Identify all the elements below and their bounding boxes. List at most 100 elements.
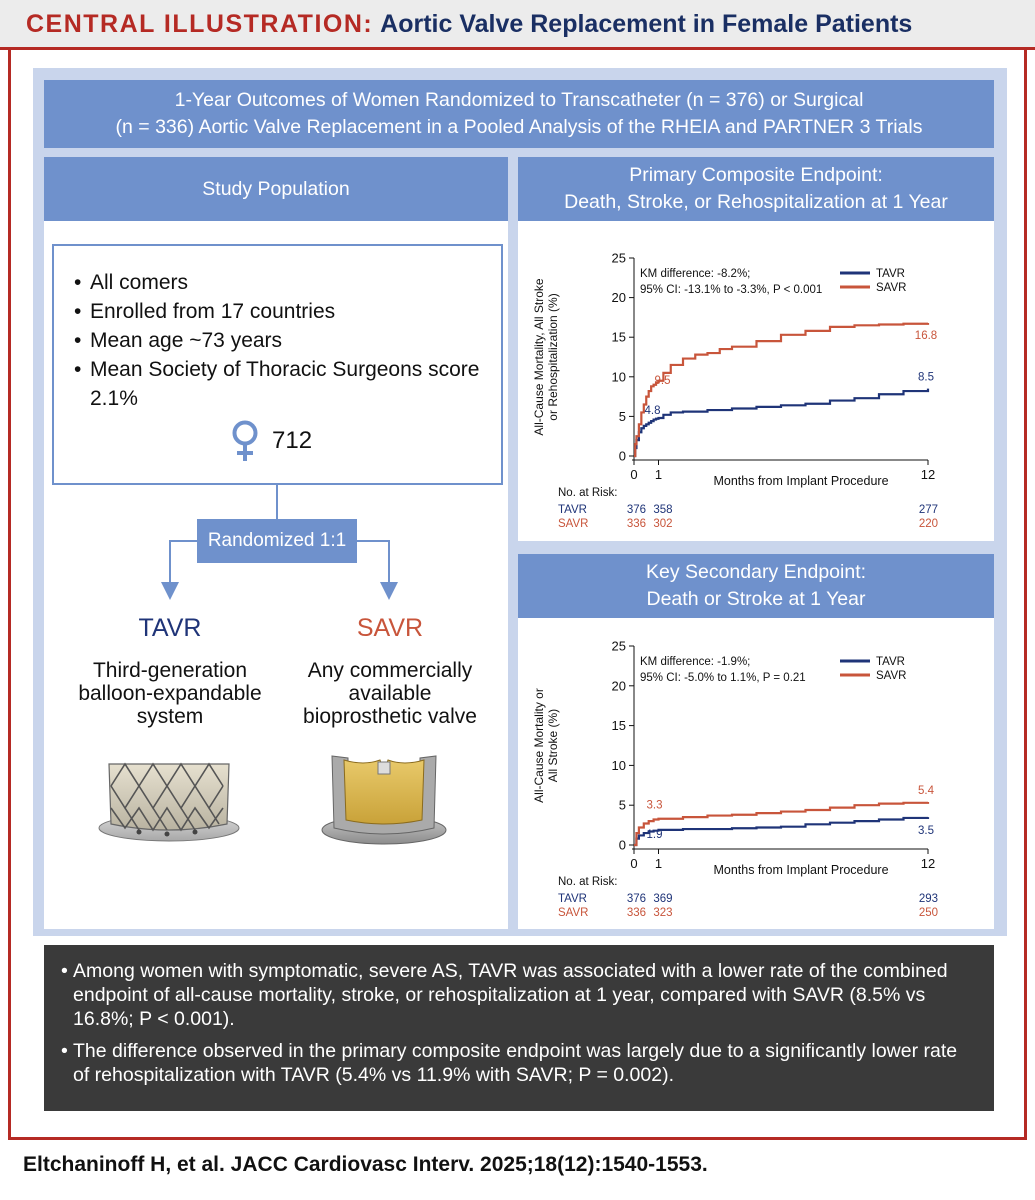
data-label-tavr-1m: 1.9 — [647, 829, 663, 841]
risk-count-0: 376 — [627, 893, 646, 905]
data-label-tavr-12m: 3.5 — [918, 825, 934, 837]
data-label-tavr-12m: 8.5 — [918, 372, 934, 384]
arm-desc-line: Third-generation — [92, 659, 248, 682]
risk-count-12: 220 — [919, 518, 938, 530]
arm-desc-savr: Any commercially available bioprosthetic… — [288, 659, 492, 728]
female-symbol-icon — [232, 420, 258, 461]
conclusions-list: Among women with symptomatic, severe AS,… — [61, 959, 974, 1087]
arm-desc-tavr: Third-generation balloon-expandable syst… — [70, 659, 270, 728]
risk-count-1: 302 — [653, 518, 672, 530]
y-tick-label: 20 — [612, 678, 626, 693]
secondary-chart-panel — [518, 618, 994, 929]
risk-arm: SAVR — [558, 518, 588, 530]
top-banner-line2: (n = 336) Aortic Valve Replacement in a … — [115, 116, 923, 138]
y-tick-label: 0 — [619, 449, 626, 464]
header-text: CENTRAL ILLUSTRATION: Aortic Valve Repla… — [26, 10, 912, 39]
header-title: Aortic Valve Replacement in Female Patie… — [380, 10, 913, 38]
series-line-savr — [634, 801, 930, 847]
risk-table-heading: No. at Risk: — [558, 876, 617, 888]
risk-table-heading: No. at Risk: — [558, 487, 617, 499]
y-axis-label: All-Cause Mortality, All Stroke — [532, 278, 546, 435]
x-tick-label: 12 — [921, 467, 935, 482]
x-tick-label: 0 — [630, 467, 637, 482]
risk-arm: SAVR — [558, 907, 588, 919]
randomized-box: Randomized 1:1 — [197, 519, 357, 563]
series-line-tavr — [634, 816, 930, 847]
enrollment-number: 712 — [272, 427, 313, 454]
population-bullet: Mean age ~73 years — [74, 326, 501, 355]
x-tick-label: 12 — [921, 856, 935, 871]
arm-name-tavr: TAVR — [138, 614, 202, 642]
risk-arm: TAVR — [558, 504, 587, 516]
conclusion-item: The difference observed in the primary c… — [61, 1039, 974, 1087]
data-label-savr-1m: 3.3 — [647, 800, 663, 812]
arm-desc-line: Any commercially — [307, 659, 473, 682]
risk-count-12: 293 — [919, 893, 938, 905]
risk-count-0: 376 — [627, 504, 646, 516]
x-axis-label: Months from Implant Procedure — [713, 474, 888, 488]
population-bullet: All comers — [74, 268, 501, 297]
risk-arm: TAVR — [558, 893, 587, 905]
flow-connector — [169, 540, 171, 583]
primary-chart-panel — [518, 221, 994, 541]
y-tick-label: 10 — [612, 369, 626, 384]
data-label-tavr-1m: 4.8 — [645, 405, 661, 417]
risk-count-0: 336 — [627, 907, 646, 919]
secondary-title-line2: Death or Stroke at 1 Year — [646, 588, 866, 610]
primary-endpoint-heading: Primary Composite Endpoint: Death, Strok… — [518, 157, 994, 221]
x-tick-label: 1 — [655, 467, 662, 482]
y-tick-label: 10 — [612, 758, 626, 773]
km-annotation: 95% CI: -13.1% to -3.3%, P < 0.001 — [640, 284, 822, 296]
transcatheter-valve-icon — [98, 762, 240, 842]
illustration-header: CENTRAL ILLUSTRATION: Aortic Valve Repla… — [0, 0, 1035, 50]
population-bullet: Enrolled from 17 countries — [74, 297, 501, 326]
population-bullet: Mean Society of Thoracic Surgeons score … — [74, 355, 501, 413]
top-banner: 1-Year Outcomes of Women Randomized to T… — [44, 80, 994, 148]
secondary-endpoint-heading: Key Secondary Endpoint: Death or Stroke … — [518, 554, 994, 618]
y-tick-label: 0 — [619, 838, 626, 853]
risk-count-12: 277 — [919, 504, 938, 516]
citation: Eltchaninoff H, et al. JACC Cardiovasc I… — [23, 1153, 708, 1176]
primary-title-line2: Death, Stroke, or Rehospitalization at 1… — [564, 191, 948, 213]
y-tick-label: 5 — [619, 798, 626, 813]
x-axis-label: Months from Implant Procedure — [713, 863, 888, 877]
primary-endpoint-chart: 0 5 10 15 20 25 0 1 12 Months from Implant Proced… — [532, 251, 938, 531]
y-tick-label: 20 — [612, 290, 626, 305]
km-annotation: 95% CI: -5.0% to 1.1%, P = 0.21 — [640, 672, 806, 684]
arm-desc-line: available — [348, 682, 432, 705]
outer-frame — [8, 48, 1027, 1140]
surgical-valve-icon — [321, 755, 447, 845]
flow-connector — [170, 540, 197, 542]
primary-title-line1: Primary Composite Endpoint: — [629, 164, 883, 186]
risk-count-1: 323 — [653, 907, 672, 919]
data-label-savr-12m: 5.4 — [918, 785, 935, 797]
km-annotation: KM difference: -1.9%; — [640, 656, 750, 668]
conclusion-item: Among women with symptomatic, severe AS,… — [61, 959, 974, 1031]
y-axis-label: All-Cause Mortality or — [532, 688, 546, 803]
y-tick-label: 5 — [619, 409, 626, 424]
data-label-savr-1m: 9.5 — [655, 375, 671, 387]
conclusions-box: Among women with symptomatic, severe AS,… — [44, 945, 994, 1111]
y-tick-label: 15 — [612, 718, 626, 733]
legend-label-savr: SAVR — [876, 282, 906, 294]
y-tick-label: 25 — [612, 251, 626, 266]
population-bullets: All comers Enrolled from 17 countries Me… — [74, 268, 501, 413]
population-box: All comers Enrolled from 17 countries Me… — [52, 244, 503, 485]
y-tick-label: 25 — [612, 639, 626, 654]
arm-name-savr: SAVR — [356, 614, 424, 642]
risk-count-12: 250 — [919, 907, 938, 919]
km-annotation: KM difference: -8.2%; — [640, 268, 750, 280]
risk-count-1: 358 — [653, 504, 672, 516]
study-population-title: Study Population — [202, 177, 350, 200]
risk-count-1: 369 — [653, 893, 672, 905]
arrow-down-icon — [380, 582, 398, 600]
series-line-tavr — [634, 388, 930, 458]
flow-connector — [276, 485, 278, 519]
secondary-title-line1: Key Secondary Endpoint: — [645, 561, 867, 583]
legend-label-tavr: TAVR — [876, 268, 905, 280]
x-tick-label: 1 — [655, 856, 662, 871]
x-tick-label: 0 — [630, 856, 637, 871]
arm-desc-line: bioprosthetic valve — [303, 705, 477, 728]
legend-label-tavr: TAVR — [876, 656, 905, 668]
